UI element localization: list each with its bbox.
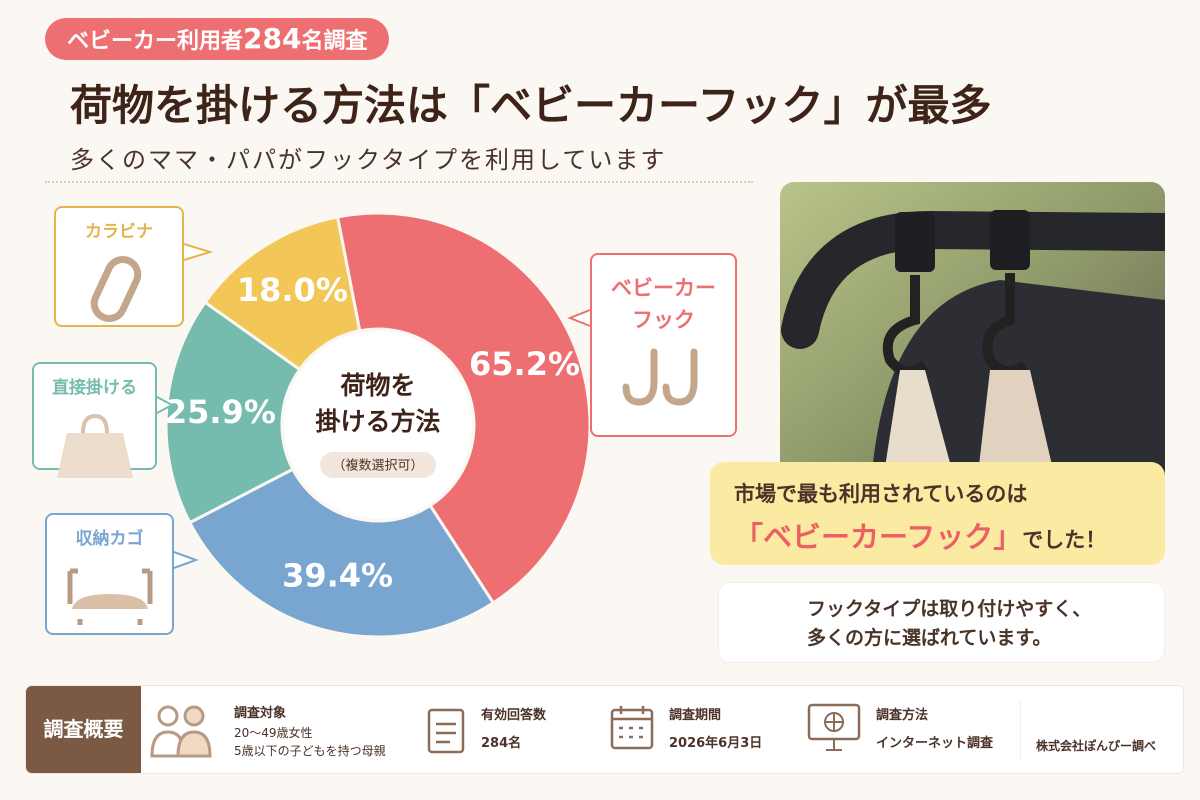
subtitle: 多くのママ・パパがフックタイプを利用しています <box>70 146 667 174</box>
badge-number: 284 <box>243 22 302 55</box>
footer-item: 調査方法インターネット調査 <box>876 706 993 754</box>
value-label: 39.4% <box>282 557 393 595</box>
donut-segment <box>187 467 496 639</box>
footer-value: 2026年6月3日 <box>669 736 763 751</box>
callout-pointer <box>567 309 591 327</box>
footer-label: 有効回答数 <box>481 708 547 723</box>
callout-pointer <box>156 396 175 414</box>
footer-label: 調査期間 <box>669 708 722 723</box>
source: 株式会社ぽんぴー調べ <box>1036 739 1157 753</box>
highlight-text: でした！ <box>1022 528 1107 552</box>
calendar-icon <box>610 706 654 750</box>
callout: カラビナ <box>54 206 184 327</box>
center-title: 掛ける方法 <box>315 407 440 436</box>
callout-pointer <box>173 551 199 569</box>
footer-heading: 調査概要 <box>26 686 141 773</box>
note-text: フックタイプは取り付けやすく、 <box>807 598 1092 620</box>
title: 荷物を掛ける方法は「ベビーカーフック」が最多 <box>70 81 992 130</box>
footer-value: 284名 <box>481 736 522 751</box>
note-text: 多くの方に選ばれています。 <box>807 627 1052 649</box>
highlight-emphasis: 「ベビーカーフック」 <box>734 520 1023 554</box>
callout: 直接掛ける <box>32 362 157 478</box>
category-label: カラビナ <box>85 222 153 242</box>
category-icon <box>56 413 133 478</box>
footer-value: インターネット調査 <box>876 736 994 751</box>
center-note: （複数選択可） <box>332 458 423 474</box>
badge-text: 名調査 <box>301 29 368 54</box>
computer-icon <box>807 703 861 751</box>
donut-segment <box>203 215 362 372</box>
category-label: ベビーカーフック <box>611 276 716 332</box>
category-icon <box>67 568 152 625</box>
note-pill <box>320 452 436 478</box>
footer-item: 調査対象 20〜49歳女性 5歳以下の子どもを持つ母親 <box>234 704 386 760</box>
footer-item: 調査期間 2026年6月3日 <box>669 706 762 754</box>
donut-segment <box>335 211 592 605</box>
footer-value: 5歳以下の子どもを持つ母親 <box>234 744 386 758</box>
category-label: 収納カゴ <box>75 529 144 549</box>
note-box: フックタイプは取り付けやすく、 多くの方に選ばれています。 <box>718 582 1165 663</box>
divider <box>45 181 753 183</box>
badge: ベビーカー利用者284名調査 <box>45 18 390 60</box>
callout-pointer <box>183 243 214 261</box>
footer: 調査概要 調査対象 20〜49歳女性 5歳以下の子どもを持つ母親 有効回答数 284名… <box>25 685 1184 774</box>
donut-segment <box>164 300 302 525</box>
footer-value: 20〜49歳女性 <box>234 726 313 740</box>
category-icon <box>622 348 697 406</box>
category-icon <box>90 255 142 322</box>
category-label: 直接掛ける <box>52 378 137 398</box>
value-label: 25.9% <box>165 393 276 431</box>
footer-label: 調査方法 <box>876 708 929 723</box>
callout: 収納カゴ <box>45 513 174 635</box>
footer-label: 調査対象 <box>234 706 287 721</box>
center-title: 荷物を <box>340 371 415 400</box>
photo <box>780 182 1165 495</box>
highlight-text: 市場で最も利用されているのは <box>734 482 1028 506</box>
badge-text: ベビーカー利用者 <box>67 29 244 54</box>
people-icon <box>150 705 212 758</box>
value-label: 65.2% <box>469 345 580 383</box>
clipboard-icon <box>427 708 465 754</box>
footer-item: 有効回答数 284名 <box>481 706 546 754</box>
highlight-box: 市場で最も利用されているのは「ベビーカーフック」でした！ <box>710 462 1165 565</box>
callout: ベビーカーフック <box>590 253 737 437</box>
value-label: 18.0% <box>237 271 348 309</box>
